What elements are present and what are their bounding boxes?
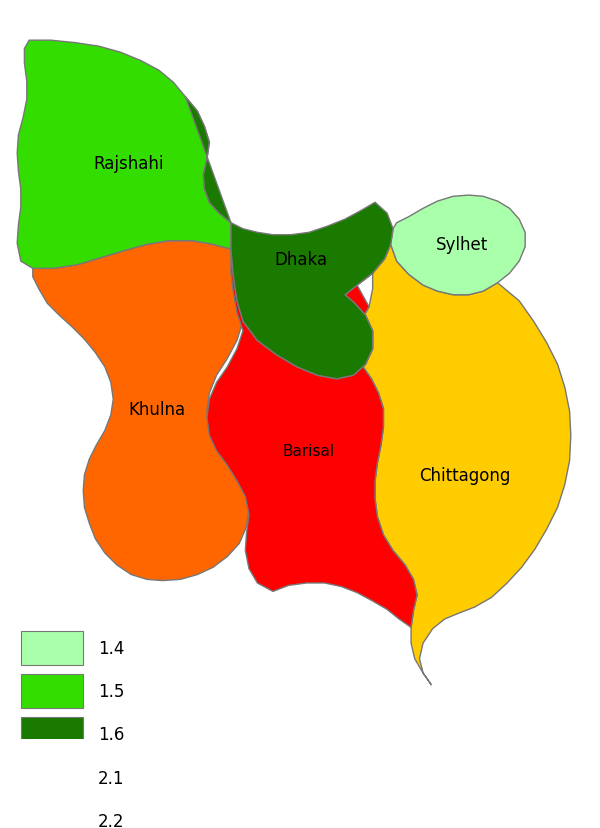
Polygon shape [21, 761, 83, 794]
Polygon shape [391, 196, 525, 296]
Text: 2.1: 2.1 [98, 768, 124, 787]
Polygon shape [21, 804, 83, 828]
Polygon shape [185, 98, 393, 379]
Polygon shape [21, 675, 83, 708]
Text: 1.5: 1.5 [98, 682, 124, 700]
Polygon shape [243, 245, 571, 686]
Polygon shape [33, 242, 249, 581]
Polygon shape [21, 718, 83, 751]
Text: Barisal: Barisal [283, 444, 335, 459]
Text: Sylhet: Sylhet [436, 236, 488, 254]
Text: 1.4: 1.4 [98, 639, 124, 657]
Text: 2.2: 2.2 [98, 811, 124, 828]
Text: Dhaka: Dhaka [274, 250, 327, 268]
Text: Chittagong: Chittagong [419, 466, 511, 484]
Polygon shape [21, 631, 83, 665]
Polygon shape [17, 41, 231, 269]
Polygon shape [207, 250, 417, 628]
Text: Rajshahi: Rajshahi [94, 155, 164, 172]
Text: 1.6: 1.6 [98, 725, 124, 744]
Text: Khulna: Khulna [128, 401, 185, 418]
